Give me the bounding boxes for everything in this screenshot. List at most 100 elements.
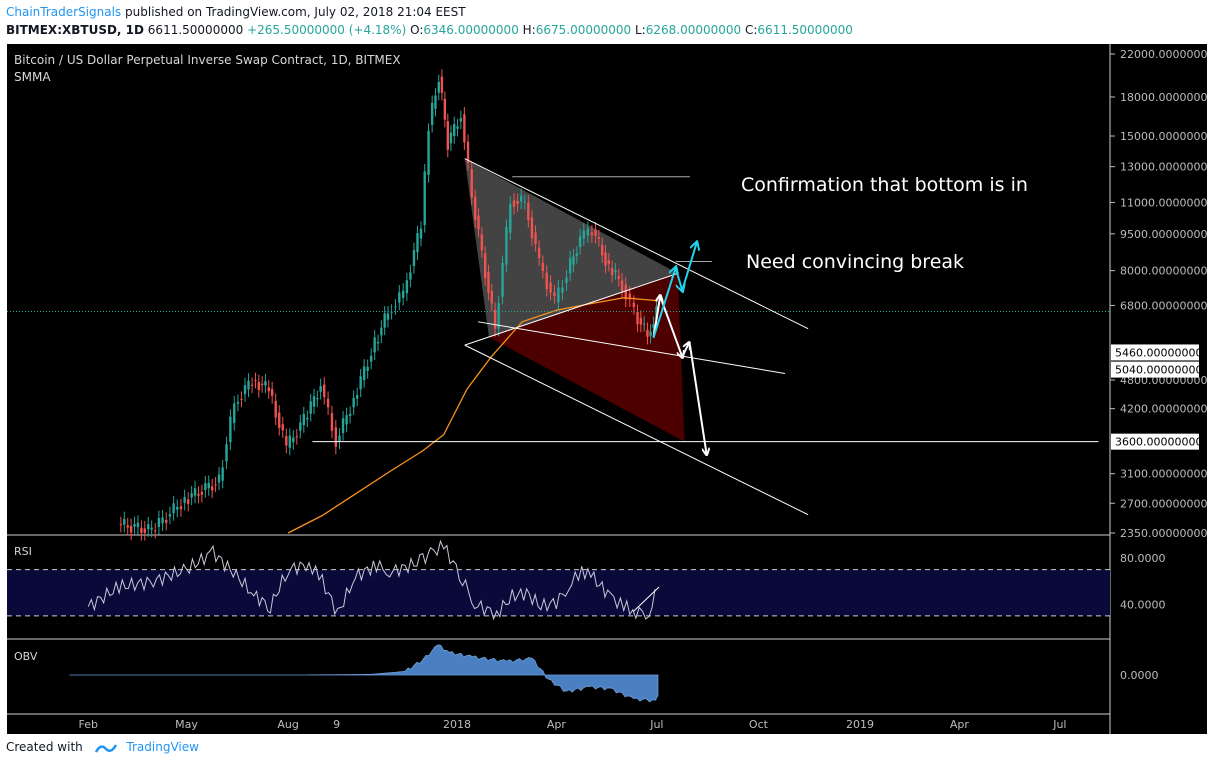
candle-body — [505, 226, 508, 265]
open-label: O: — [410, 23, 424, 37]
author-link[interactable]: ChainTraderSignals — [6, 5, 122, 19]
candle-body — [257, 381, 261, 391]
candle-body — [274, 400, 277, 418]
candle-body — [330, 413, 334, 431]
time-tick-label: 2018 — [443, 718, 471, 731]
time-tick-label: Jul — [649, 718, 663, 731]
chart-svg[interactable]: 22000.00000000 18000.00000000 15000.000000… — [7, 44, 1207, 734]
candle-body — [352, 397, 355, 408]
candle-body — [501, 262, 504, 297]
candle-body — [295, 436, 299, 438]
candle-body — [250, 384, 254, 386]
candle-body — [312, 396, 316, 407]
smma-series — [287, 297, 659, 534]
tradingview-logo-icon — [94, 743, 117, 753]
candle-body — [600, 244, 604, 256]
candle-body — [309, 401, 312, 414]
candle-body — [129, 525, 133, 533]
candle-body — [446, 121, 449, 150]
candle-body — [383, 313, 386, 328]
candle-body — [221, 467, 224, 481]
candle-body — [423, 171, 426, 226]
candle-body — [614, 270, 617, 273]
candle-body — [150, 527, 153, 530]
price-tag-box — [1111, 361, 1199, 378]
low-value: 6268.00000000 — [645, 23, 742, 37]
candle-body — [288, 435, 292, 448]
candle-body — [366, 366, 369, 371]
candle-body — [161, 517, 164, 524]
candle-body — [530, 217, 534, 239]
candle-body — [649, 331, 652, 336]
arrow-continuation-cyan — [681, 243, 696, 291]
price-tick-label: 8000.00000000 — [1120, 265, 1207, 278]
candle-body — [456, 126, 459, 129]
ohlc-line: BITMEX:XBTUSD, 1D 6611.50000000 +265.500… — [6, 23, 853, 37]
candle-body — [487, 272, 490, 293]
candle-body — [490, 290, 493, 304]
candle-body — [229, 416, 232, 443]
candle-body — [345, 415, 348, 425]
price-tag-box — [1111, 344, 1199, 361]
high-value: 6675.00000000 — [535, 23, 632, 37]
rsi-tick-label: 80.0000 — [1120, 552, 1166, 565]
candle-body — [292, 437, 295, 443]
candle-body — [285, 435, 288, 446]
price-tag-label: 5460.00000000 — [1115, 346, 1202, 359]
price-series — [119, 69, 658, 541]
candle-body — [537, 247, 541, 259]
candle-body — [617, 276, 620, 279]
candle-body — [338, 435, 341, 442]
candle-body — [463, 114, 466, 143]
candle-body — [427, 130, 430, 175]
upper-channel-line — [464, 158, 809, 330]
time-tick-label: Oct — [749, 718, 769, 731]
candle-body — [639, 317, 643, 325]
candle-body — [401, 290, 405, 298]
candle-body — [281, 424, 284, 431]
open-value: 6346.00000000 — [423, 23, 519, 37]
candle-body — [362, 366, 366, 381]
candle-body — [236, 401, 240, 404]
candle-body — [624, 284, 627, 300]
rsi-line — [87, 539, 656, 621]
chart-area[interactable]: 22000.00000000 18000.00000000 15000.000000… — [7, 44, 1207, 734]
candle-body — [590, 232, 594, 236]
arrow-bounce-white — [681, 343, 689, 358]
price-tick-label: 4200.00000000 — [1120, 403, 1207, 416]
candle-body — [341, 418, 345, 434]
rsi-trendline — [633, 586, 660, 612]
candle-body — [187, 499, 190, 504]
candle-body — [459, 118, 463, 122]
publish-info: published on TradingView.com, July 02, 2… — [125, 5, 466, 19]
candle-body — [568, 258, 572, 274]
candle-body — [405, 280, 409, 294]
candle-body — [553, 292, 556, 297]
candle-body — [193, 488, 197, 496]
price-tag-label: 5040.00000000 — [1115, 364, 1202, 377]
publish-line: ChainTraderSignals published on TradingV… — [6, 5, 466, 19]
candle-body — [632, 302, 636, 307]
candle-body — [610, 267, 614, 276]
candle-body — [483, 253, 487, 279]
annotation-break: Need convincing break — [746, 251, 964, 273]
candle-body — [586, 228, 590, 236]
tradingview-link[interactable]: TradingView — [126, 740, 199, 754]
time-tick-label: Apr — [950, 718, 970, 731]
candle-body — [620, 280, 624, 291]
candle-body — [183, 497, 186, 503]
candle-body — [466, 141, 470, 163]
smma-line — [287, 297, 659, 534]
chart-title: Bitcoin / US Dollar Perpetual Inverse Sw… — [14, 53, 401, 67]
candle-body — [147, 524, 150, 530]
price-tick-label: 9500.00000000 — [1120, 228, 1207, 241]
candle-body — [477, 215, 480, 230]
candle-body — [652, 324, 655, 328]
candle-body — [165, 519, 168, 523]
candle-body — [523, 201, 526, 203]
candle-body — [319, 386, 322, 392]
candle-body — [168, 514, 172, 517]
annotation-confirmation: Confirmation that bottom is in — [741, 174, 1028, 196]
footer: Created with TradingView — [6, 740, 199, 754]
candle-body — [316, 397, 319, 400]
